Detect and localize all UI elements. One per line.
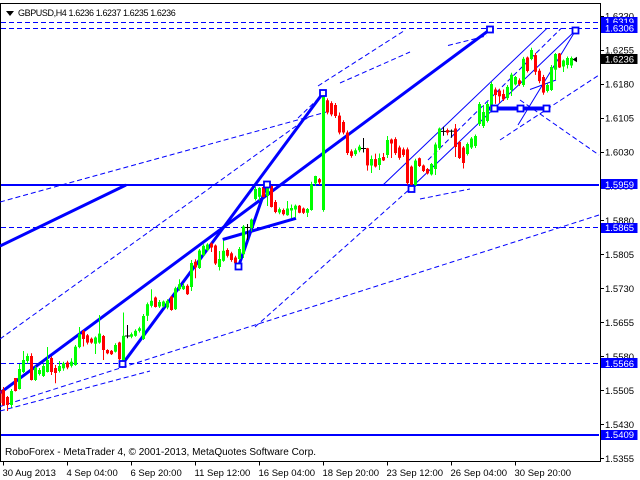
svg-text:30 Sep 20:00: 30 Sep 20:00 bbox=[515, 468, 572, 479]
svg-text:1.5730: 1.5730 bbox=[605, 284, 634, 295]
svg-text:1.6180: 1.6180 bbox=[605, 80, 634, 91]
svg-text:1.6236: 1.6236 bbox=[605, 54, 634, 65]
svg-text:1.5505: 1.5505 bbox=[605, 386, 634, 397]
svg-text:1.5805: 1.5805 bbox=[605, 250, 634, 261]
svg-text:1.5430: 1.5430 bbox=[605, 420, 634, 431]
svg-text:1.6306: 1.6306 bbox=[605, 24, 634, 35]
svg-text:1.6030: 1.6030 bbox=[605, 148, 634, 159]
svg-text:1.5865: 1.5865 bbox=[605, 223, 634, 234]
svg-text:1.5580: 1.5580 bbox=[605, 352, 634, 363]
svg-text:1.5880: 1.5880 bbox=[605, 216, 634, 227]
svg-text:1.5655: 1.5655 bbox=[605, 318, 634, 329]
svg-text:26 Sep 04:00: 26 Sep 04:00 bbox=[451, 468, 508, 479]
svg-text:30 Aug 2013: 30 Aug 2013 bbox=[3, 468, 56, 479]
svg-text:1.6319: 1.6319 bbox=[605, 17, 634, 28]
svg-text:1.5355: 1.5355 bbox=[605, 454, 634, 465]
svg-text:1.5409: 1.5409 bbox=[605, 430, 634, 441]
svg-text:1.6105: 1.6105 bbox=[605, 114, 634, 125]
svg-text:18 Sep 20:00: 18 Sep 20:00 bbox=[323, 468, 380, 479]
svg-text:23 Sep 12:00: 23 Sep 12:00 bbox=[387, 468, 444, 479]
svg-text:16 Sep 04:00: 16 Sep 04:00 bbox=[259, 468, 316, 479]
svg-text:1.5566: 1.5566 bbox=[605, 359, 634, 370]
svg-text:1.6255: 1.6255 bbox=[605, 46, 634, 57]
svg-text:6 Sep 20:00: 6 Sep 20:00 bbox=[131, 468, 182, 479]
svg-text:4 Sep 04:00: 4 Sep 04:00 bbox=[67, 468, 118, 479]
svg-text:11 Sep 12:00: 11 Sep 12:00 bbox=[195, 468, 251, 479]
svg-text:1.6330: 1.6330 bbox=[605, 11, 634, 22]
svg-text:GBPUSD,H4 1.6236 1.6237 1.623: GBPUSD,H4 1.6236 1.6237 1.6235 1.6236 bbox=[18, 8, 176, 18]
svg-text:1.5959: 1.5959 bbox=[605, 180, 634, 191]
svg-text:RoboForex - MetaTrader 4, © 20: RoboForex - MetaTrader 4, © 2001-2013, M… bbox=[5, 447, 316, 458]
